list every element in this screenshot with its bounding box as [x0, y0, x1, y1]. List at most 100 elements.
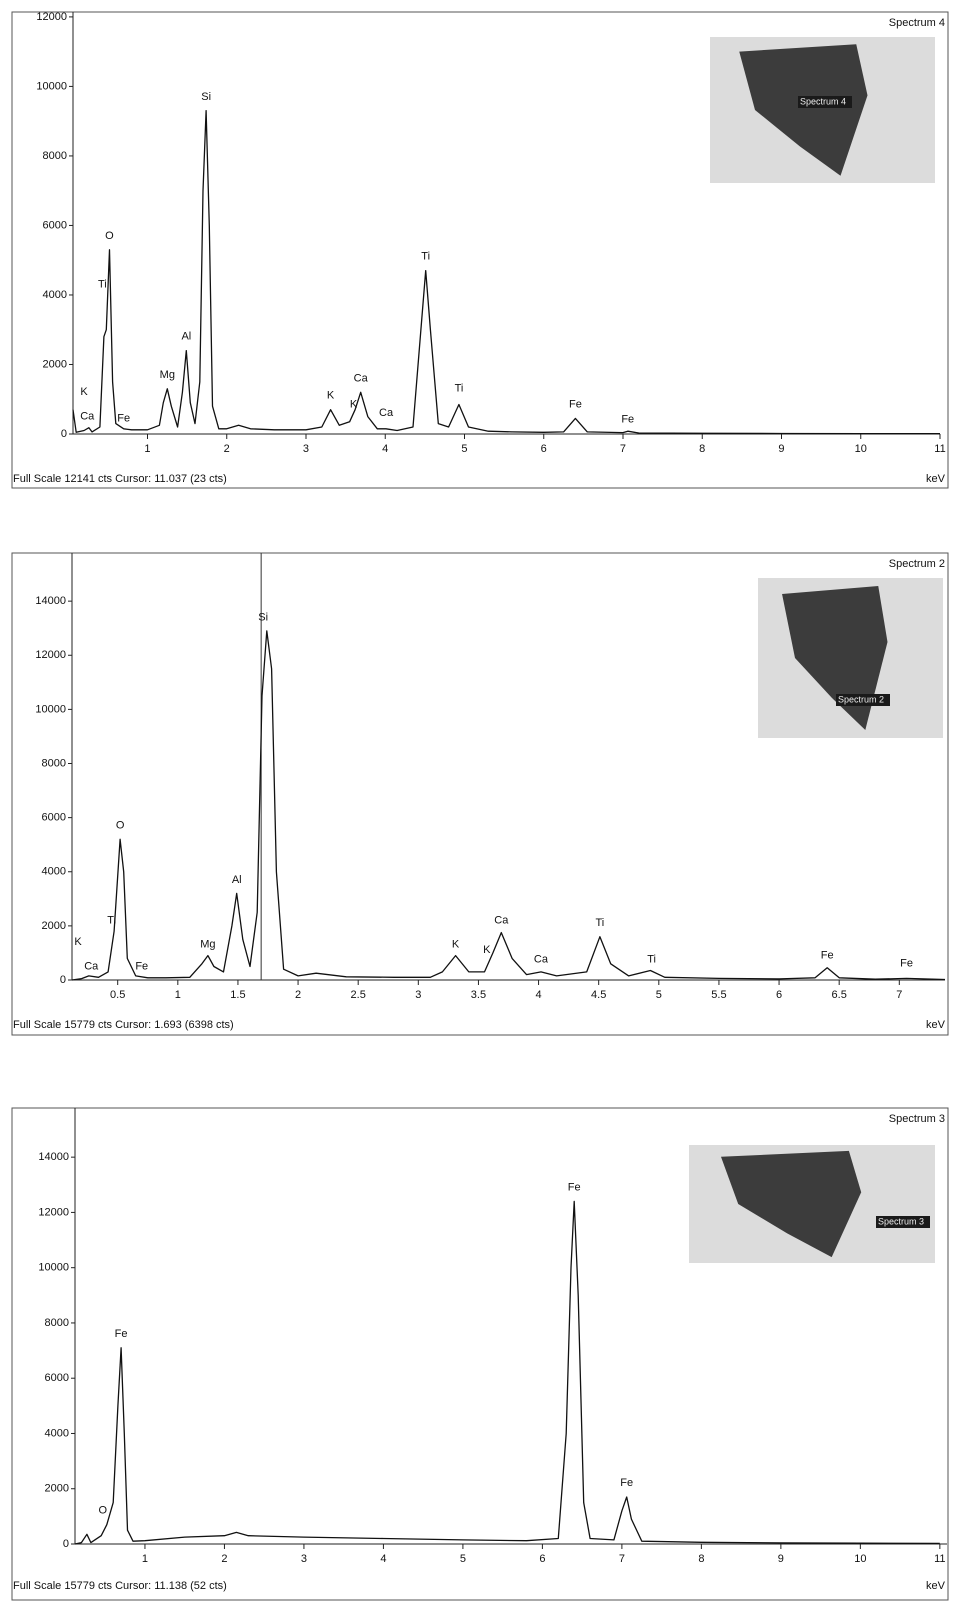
y-tick-label: 2000	[43, 358, 67, 370]
x-axis-label: keV	[926, 1019, 946, 1031]
x-tick-label: 3	[301, 1553, 307, 1565]
peak-label: Ca	[379, 407, 394, 419]
peak-label: Mg	[160, 369, 175, 381]
y-tick-label: 4000	[43, 289, 67, 301]
x-tick-label: 9	[778, 1553, 784, 1565]
y-tick-label: 6000	[45, 1372, 69, 1384]
x-tick-label: 7	[619, 1553, 625, 1565]
peak-label: Ca	[534, 954, 549, 966]
peak-label: O	[99, 1505, 108, 1517]
x-tick-label: 5	[460, 1553, 466, 1565]
inset-label: Spectrum 2	[838, 694, 884, 704]
y-tick-label: 12000	[38, 1206, 69, 1218]
peak-label: Si	[201, 91, 211, 103]
y-tick-label: 0	[60, 974, 66, 986]
footer: Full Scale 15779 cts Cursor: 11.138 (52 …	[13, 1580, 227, 1592]
inset-particle	[739, 44, 868, 176]
peak-label: Fe	[117, 412, 130, 424]
peak-label: Fe	[900, 958, 913, 970]
y-tick-label: 10000	[35, 703, 66, 715]
x-tick-label: 5.5	[711, 989, 726, 1001]
peak-label: Al	[181, 331, 191, 343]
y-tick-label: 14000	[38, 1151, 69, 1163]
peak-label: Si	[258, 611, 268, 623]
x-tick-label: 3	[303, 443, 309, 455]
peak-label: Fe	[821, 950, 834, 962]
y-tick-label: 12000	[36, 11, 67, 23]
peak-label: Ca	[80, 411, 95, 423]
x-tick-label: 6	[539, 1553, 545, 1565]
spectrum-title: Spectrum 3	[889, 1113, 945, 1125]
peak-label: Ca	[354, 372, 369, 384]
x-tick-label: 11	[934, 1553, 945, 1565]
inset-tag-bg	[836, 694, 890, 706]
inset-label: Spectrum 4	[800, 96, 846, 106]
peak-label: Ti	[421, 251, 430, 263]
x-tick-label: 4	[535, 989, 541, 1001]
x-tick-label: 1	[142, 1553, 148, 1565]
x-tick-label: 11	[934, 443, 945, 455]
x-tick-label: 2	[221, 1553, 227, 1565]
x-tick-label: 10	[855, 443, 867, 455]
peak-label: Fe	[568, 1181, 581, 1193]
peak-label: Mg	[200, 939, 215, 951]
peak-label: Ca	[84, 960, 99, 972]
y-tick-label: 4000	[42, 866, 66, 878]
x-tick-label: 1.5	[230, 989, 245, 1001]
x-tick-label: 4.5	[591, 989, 606, 1001]
x-tick-label: 2	[295, 989, 301, 1001]
peak-label: K	[483, 944, 491, 956]
x-axis-label: keV	[926, 1580, 946, 1592]
y-tick-label: 6000	[43, 219, 67, 231]
spectrum-line	[71, 630, 946, 981]
x-tick-label: 3.5	[471, 989, 486, 1001]
x-tick-label: 8	[698, 1553, 704, 1565]
peak-label: K	[80, 386, 88, 398]
y-tick-label: 8000	[42, 757, 66, 769]
peak-label: O	[116, 820, 125, 832]
x-tick-label: 0.5	[110, 989, 125, 1001]
x-tick-label: 1	[144, 443, 150, 455]
peak-label: K	[452, 939, 460, 951]
spectrum-line	[72, 110, 940, 435]
peak-label: O	[105, 230, 114, 242]
y-tick-label: 0	[63, 1538, 69, 1550]
peak-label: Ti	[596, 917, 605, 929]
y-tick-label: 4000	[45, 1427, 69, 1439]
inset-tag-bg	[876, 1216, 930, 1228]
x-tick-label: 1	[175, 989, 181, 1001]
peak-label: Ca	[494, 914, 509, 926]
x-tick-label: 4	[380, 1553, 386, 1565]
x-tick-label: 4	[382, 443, 388, 455]
y-tick-label: 8000	[45, 1317, 69, 1329]
x-tick-label: 6.5	[832, 989, 847, 1001]
x-axis-label: keV	[926, 473, 946, 485]
x-tick-label: 8	[699, 443, 705, 455]
peak-label: Fe	[569, 398, 582, 410]
y-tick-label: 12000	[35, 649, 66, 661]
inset-label: Spectrum 3	[878, 1216, 924, 1226]
peak-label: Ti	[107, 914, 116, 926]
x-tick-label: 2.5	[351, 989, 366, 1001]
y-tick-label: 6000	[42, 812, 66, 824]
x-tick-label: 2	[224, 443, 230, 455]
x-tick-label: 6	[776, 989, 782, 1001]
peak-label: Fe	[620, 1477, 633, 1489]
x-tick-label: 10	[854, 1553, 866, 1565]
y-tick-label: 2000	[42, 920, 66, 932]
x-tick-label: 5	[461, 443, 467, 455]
y-tick-label: 14000	[35, 595, 66, 607]
inset-tag-bg	[798, 96, 852, 108]
x-tick-label: 7	[896, 989, 902, 1001]
footer: Full Scale 12141 cts Cursor: 11.037 (23 …	[13, 473, 227, 485]
x-tick-label: 5	[656, 989, 662, 1001]
y-tick-label: 10000	[38, 1262, 69, 1274]
peak-label: Ti	[455, 383, 464, 395]
peak-label: K	[350, 398, 358, 410]
y-tick-label: 0	[61, 428, 67, 440]
spectrum-title: Spectrum 2	[889, 558, 945, 570]
peak-label: K	[74, 936, 82, 948]
peak-label: Ti	[647, 954, 656, 966]
peak-label: Ti	[98, 278, 107, 290]
